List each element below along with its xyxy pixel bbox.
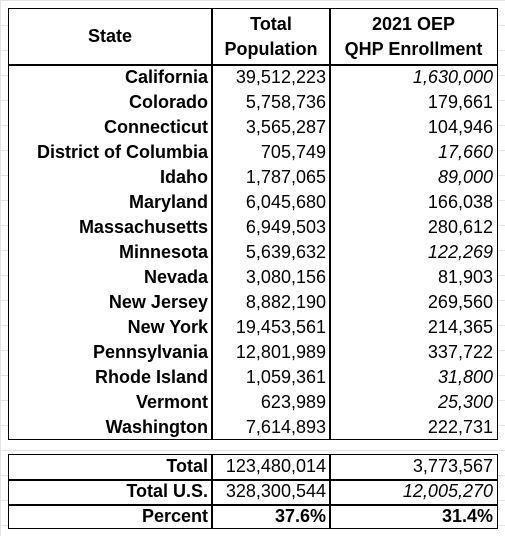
row-label: California xyxy=(8,65,212,90)
cell-value: 39,512,223 xyxy=(212,65,330,90)
row-label: District of Columbia xyxy=(8,140,212,165)
cell-value: 3,773,567 xyxy=(330,454,497,479)
header-line: 2021 OEP xyxy=(371,13,456,34)
column-header: State xyxy=(8,8,212,65)
row-label: New York xyxy=(8,315,212,340)
cell-value: 1,059,361 xyxy=(212,365,330,390)
cell-value: 81,903 xyxy=(330,265,497,290)
cell-value: 89,000 xyxy=(330,165,497,190)
header-line: Total xyxy=(250,13,292,34)
row-label: New Jersey xyxy=(8,290,212,315)
cell-value: 104,946 xyxy=(330,115,497,140)
cell-value: 3,080,156 xyxy=(212,265,330,290)
cell-value: 705,749 xyxy=(212,140,330,165)
row-label: Nevada xyxy=(8,265,212,290)
column-header: Total Population xyxy=(212,8,330,65)
cell-value: 6,949,503 xyxy=(212,215,330,240)
row-label: Connecticut xyxy=(8,115,212,140)
cell-value: 280,612 xyxy=(330,215,497,240)
column-header: 2021 OEP QHP Enrollment xyxy=(330,8,497,65)
cell-value: 8,882,190 xyxy=(212,290,330,315)
cell-value: 166,038 xyxy=(330,190,497,215)
row-label: Vermont xyxy=(8,390,212,415)
cell-value: 269,560 xyxy=(330,290,497,315)
cell-value: 623,989 xyxy=(212,390,330,415)
cell-value: 1,787,065 xyxy=(212,165,330,190)
cell-value: 5,758,736 xyxy=(212,90,330,115)
row-label: Washington xyxy=(8,415,212,440)
cell-value: 222,731 xyxy=(330,415,497,440)
cell-value: 37.6% xyxy=(212,504,330,529)
cell-value: 122,269 xyxy=(330,240,497,265)
row-label: Total U.S. xyxy=(8,479,212,504)
cell-value: 12,005,270 xyxy=(330,479,497,504)
cell-value: 5,639,632 xyxy=(212,240,330,265)
row-label: Colorado xyxy=(8,90,212,115)
header-line: Population xyxy=(224,38,318,59)
row-label: Massachusetts xyxy=(8,215,212,240)
cell-value: 7,614,893 xyxy=(212,415,330,440)
cell-value: 31.4% xyxy=(330,504,497,529)
cell-value: 17,660 xyxy=(330,140,497,165)
cell-value: 3,565,287 xyxy=(212,115,330,140)
cell-value: 25,300 xyxy=(330,390,497,415)
cell-value: 179,661 xyxy=(330,90,497,115)
row-label: Pennsylvania xyxy=(8,340,212,365)
header-line: State xyxy=(87,26,132,46)
header-line: QHP Enrollment xyxy=(344,38,483,59)
cell-value: 31,800 xyxy=(330,365,497,390)
row-label: Idaho xyxy=(8,165,212,190)
row-label: Minnesota xyxy=(8,240,212,265)
row-label: Total xyxy=(8,454,212,479)
cell-value: 214,365 xyxy=(330,315,497,340)
row-label: Maryland xyxy=(8,190,212,215)
cell-value: 337,722 xyxy=(330,340,497,365)
cell-value: 123,480,014 xyxy=(212,454,330,479)
cell-value: 19,453,561 xyxy=(212,315,330,340)
cell-value: 12,801,989 xyxy=(212,340,330,365)
cell-value: 6,045,680 xyxy=(212,190,330,215)
row-label: Percent xyxy=(8,504,212,529)
cell-value: 1,630,000 xyxy=(330,65,497,90)
cell-value: 328,300,544 xyxy=(212,479,330,504)
row-label: Rhode Island xyxy=(8,365,212,390)
